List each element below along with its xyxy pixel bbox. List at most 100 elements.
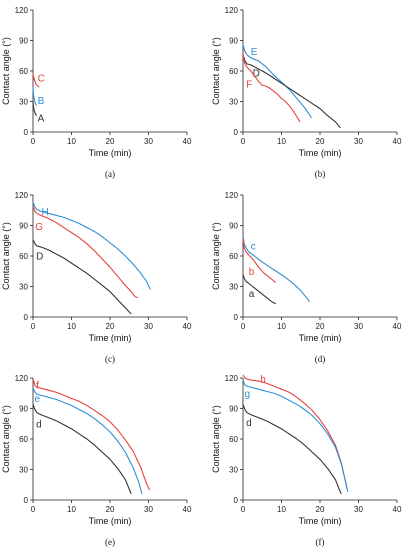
x-tick-label: 40 xyxy=(183,137,192,146)
y-tick-label: 90 xyxy=(19,222,28,231)
x-tick-label: 20 xyxy=(316,137,325,146)
x-tick-label: 20 xyxy=(316,322,325,331)
y-tick-label: 60 xyxy=(19,67,28,76)
y-tick-label: 120 xyxy=(15,6,29,15)
x-tick-label: 0 xyxy=(241,505,246,514)
x-tick-label: 10 xyxy=(67,137,76,146)
y-tick-label: 0 xyxy=(234,128,239,137)
series-label-C: C xyxy=(38,74,45,85)
x-tick-label: 0 xyxy=(31,322,36,331)
series-line-D xyxy=(32,239,132,315)
series-label-h: h xyxy=(260,375,266,386)
x-tick-label: 10 xyxy=(277,505,286,514)
series-label-H: H xyxy=(42,207,49,218)
y-tick-label: 30 xyxy=(19,466,28,475)
series-line-d xyxy=(32,404,132,495)
y-tick-label: 120 xyxy=(225,191,239,200)
series-label-D: D xyxy=(253,69,260,80)
x-tick-label: 40 xyxy=(393,505,402,514)
x-axis-label: Time (min) xyxy=(299,333,342,343)
y-axis-label: Contact angle (°) xyxy=(1,405,11,473)
series-label-D: D xyxy=(36,252,43,263)
y-axis-label: Contact angle (°) xyxy=(1,37,11,105)
y-axis-label: Contact angle (°) xyxy=(211,405,221,473)
x-tick-label: 20 xyxy=(316,505,325,514)
series-label-a: a xyxy=(249,289,255,300)
y-tick-label: 90 xyxy=(229,405,238,414)
x-axis-label: Time (min) xyxy=(299,516,342,526)
y-tick-label: 60 xyxy=(229,435,238,444)
x-tick-label: 20 xyxy=(106,505,115,514)
series-label-e: e xyxy=(35,394,41,405)
series-label-b: b xyxy=(249,267,255,278)
x-tick-label: 10 xyxy=(277,137,286,146)
series-line-h xyxy=(242,374,348,489)
y-tick-label: 30 xyxy=(19,98,28,107)
series-label-B: B xyxy=(38,96,45,107)
x-tick-label: 30 xyxy=(144,505,153,514)
series-line-D xyxy=(242,54,341,129)
y-tick-label: 30 xyxy=(229,466,238,475)
series-label-d: d xyxy=(36,419,42,430)
series-line-C xyxy=(32,73,40,88)
panel-caption: (f) xyxy=(316,537,325,547)
chart-panel-d: 0 30 60 90 120 0 10 20 30 40 Time (min) Contact ang… xyxy=(211,191,402,364)
y-tick-label: 60 xyxy=(229,252,238,261)
series-line-A xyxy=(32,101,37,117)
y-tick-label: 90 xyxy=(229,222,238,231)
y-tick-label: 90 xyxy=(19,37,28,46)
y-tick-label: 60 xyxy=(229,67,238,76)
x-tick-label: 10 xyxy=(67,322,76,331)
y-tick-label: 60 xyxy=(19,435,28,444)
chart-panel-c: 0 30 60 90 120 0 10 20 30 40 Time (min) Contact ang… xyxy=(1,191,192,364)
series-line-a xyxy=(242,274,276,305)
y-tick-label: 30 xyxy=(229,283,238,292)
panel-caption: (e) xyxy=(105,537,115,547)
y-tick-label: 90 xyxy=(19,405,28,414)
y-tick-label: 120 xyxy=(15,374,29,383)
x-tick-label: 30 xyxy=(144,137,153,146)
series-label-f: f xyxy=(36,381,39,392)
x-tick-label: 0 xyxy=(241,137,246,146)
x-tick-label: 40 xyxy=(183,505,192,514)
x-tick-label: 20 xyxy=(106,137,115,146)
x-tick-label: 20 xyxy=(106,322,115,331)
x-tick-label: 10 xyxy=(277,322,286,331)
y-tick-label: 120 xyxy=(15,191,29,200)
x-tick-label: 0 xyxy=(31,137,36,146)
y-tick-label: 90 xyxy=(229,37,238,46)
chart-panel-e: 0 30 60 90 120 0 10 20 30 40 Time (min) Contact ang… xyxy=(1,374,192,547)
x-tick-label: 40 xyxy=(393,137,402,146)
y-tick-label: 0 xyxy=(24,313,29,322)
series-label-c: c xyxy=(251,241,256,252)
series-line-F xyxy=(242,52,301,123)
series-line-g xyxy=(242,379,349,492)
x-tick-label: 30 xyxy=(144,322,153,331)
series-line-H xyxy=(32,201,151,290)
y-axis-label: Contact angle (°) xyxy=(1,222,11,290)
y-tick-label: 120 xyxy=(225,6,239,15)
y-tick-label: 30 xyxy=(229,98,238,107)
series-label-d: d xyxy=(246,418,252,429)
x-tick-label: 30 xyxy=(354,322,363,331)
x-tick-label: 40 xyxy=(183,322,192,331)
series-line-d xyxy=(242,404,342,495)
panel-caption: (b) xyxy=(315,169,326,179)
x-tick-label: 10 xyxy=(67,505,76,514)
x-axis-label: Time (min) xyxy=(89,333,132,343)
panel-caption: (c) xyxy=(105,354,115,364)
y-tick-label: 0 xyxy=(24,128,29,137)
panel-caption: (a) xyxy=(105,169,115,179)
y-tick-label: 0 xyxy=(24,496,29,505)
y-axis-label: Contact angle (°) xyxy=(211,37,221,105)
panel-caption: (d) xyxy=(315,354,326,364)
x-tick-label: 30 xyxy=(354,137,363,146)
chart-panel-b: 0 30 60 90 120 0 10 20 30 40 Time (min) Contact ang… xyxy=(211,6,402,179)
y-axis-label: Contact angle (°) xyxy=(211,222,221,290)
series-label-F: F xyxy=(246,80,252,91)
series-label-A: A xyxy=(38,113,45,124)
y-tick-label: 0 xyxy=(234,313,239,322)
series-line-e xyxy=(32,387,143,495)
x-tick-label: 0 xyxy=(241,322,246,331)
